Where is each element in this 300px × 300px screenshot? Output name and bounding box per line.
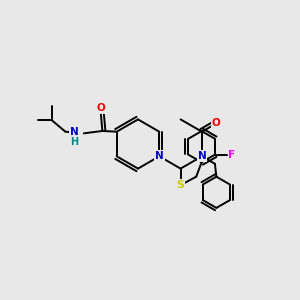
- Text: S: S: [177, 180, 184, 190]
- Text: O: O: [212, 118, 220, 128]
- Text: O: O: [97, 103, 105, 113]
- Text: N: N: [70, 127, 78, 137]
- Text: H: H: [70, 137, 78, 147]
- Text: N: N: [197, 151, 206, 161]
- Text: F: F: [228, 149, 236, 160]
- Text: N: N: [155, 151, 164, 161]
